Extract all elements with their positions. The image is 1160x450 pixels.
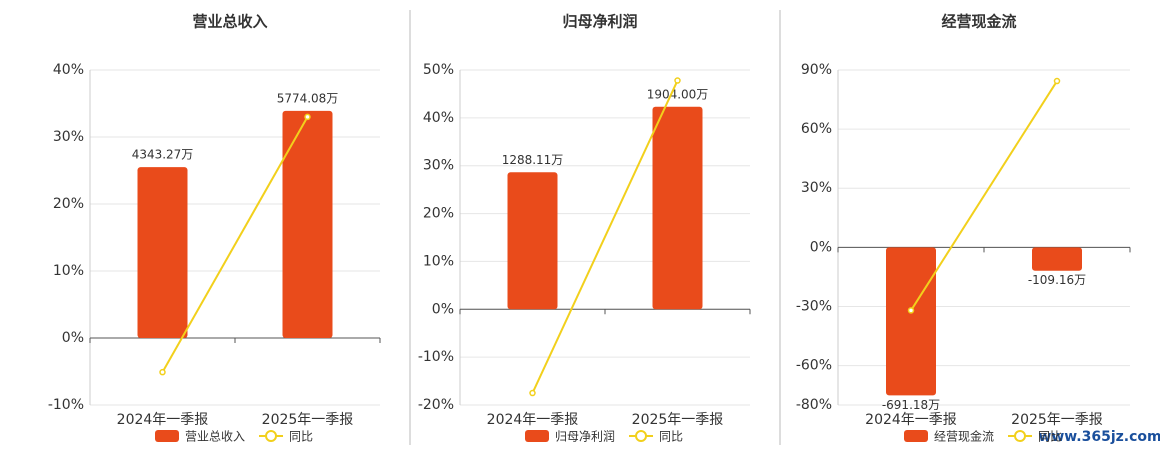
y-tick-label: 40% (53, 62, 84, 78)
bar (507, 172, 558, 310)
y-tick-label: -10% (418, 349, 454, 365)
y-tick-label: -20% (418, 397, 454, 413)
y-tick-label: 60% (801, 121, 832, 137)
value-label: 1904.00万 (647, 87, 709, 101)
bar (282, 110, 333, 338)
legend-label: 经营现金流 (934, 429, 994, 444)
line (910, 80, 1058, 311)
x-tick-label: 2024年一季报 (865, 412, 957, 428)
bar (1032, 247, 1082, 271)
x-tick-label: 2024年一季报 (487, 412, 579, 428)
y-tick-label: 0% (810, 239, 832, 255)
legend-swatch (1014, 430, 1027, 442)
y-tick-label: 90% (801, 62, 832, 78)
legend-label: 同比 (659, 430, 683, 444)
value-label: -691.18万 (882, 398, 940, 412)
point (1053, 77, 1061, 85)
watermark: www.365jz.com (1038, 429, 1160, 445)
line (531, 80, 679, 394)
x-tick-label: 2024年一季报 (117, 412, 209, 428)
y-tick-label: 30% (53, 129, 84, 145)
legend-label: 营业总收入 (185, 430, 245, 444)
chart-title: 营业总收入 (192, 13, 267, 31)
y-tick-label: 20% (53, 196, 84, 212)
legend-label: 归母净利润 (555, 430, 615, 444)
value-label: 4343.27万 (132, 148, 194, 162)
value-label: 1288.11万 (502, 153, 564, 167)
x-tick-label: 2025年一季报 (1011, 412, 1103, 428)
y-tick-label: 10% (423, 253, 454, 269)
y-tick-label: -80% (796, 397, 832, 413)
legend-swatch (904, 430, 928, 442)
legend-swatch (265, 430, 278, 442)
legend-swatch (155, 430, 179, 442)
y-tick-label: 0% (62, 330, 84, 346)
y-tick-label: -10% (48, 397, 84, 413)
legend-swatch (525, 430, 549, 442)
y-tick-label: 30% (423, 158, 454, 174)
legend-swatch (635, 430, 648, 442)
y-tick-label: -30% (796, 298, 832, 314)
bar (886, 247, 936, 396)
value-label: 5774.08万 (277, 91, 339, 105)
legend-label: 同比 (1038, 430, 1062, 444)
y-tick-label: 30% (801, 180, 832, 196)
legend-label: 同比 (289, 430, 313, 444)
y-tick-label: 0% (432, 301, 454, 317)
y-tick-label: 40% (423, 110, 454, 126)
point (159, 368, 166, 376)
y-tick-label: 50% (423, 62, 454, 78)
y-tick-label: 20% (423, 206, 454, 222)
point (529, 389, 536, 397)
bar (137, 167, 188, 338)
point (304, 113, 311, 121)
x-tick-label: 2025年一季报 (632, 412, 724, 428)
value-label: -109.16万 (1028, 273, 1086, 287)
line (161, 116, 309, 373)
y-tick-label: 10% (53, 263, 84, 279)
y-tick-label: -60% (796, 358, 832, 374)
bar (652, 106, 703, 310)
x-tick-label: 2025年一季报 (262, 412, 354, 428)
point (907, 307, 915, 314)
point (674, 77, 681, 84)
chart-title: 归母净利润 (562, 13, 637, 31)
chart-title: 经营现金流 (941, 13, 1016, 31)
